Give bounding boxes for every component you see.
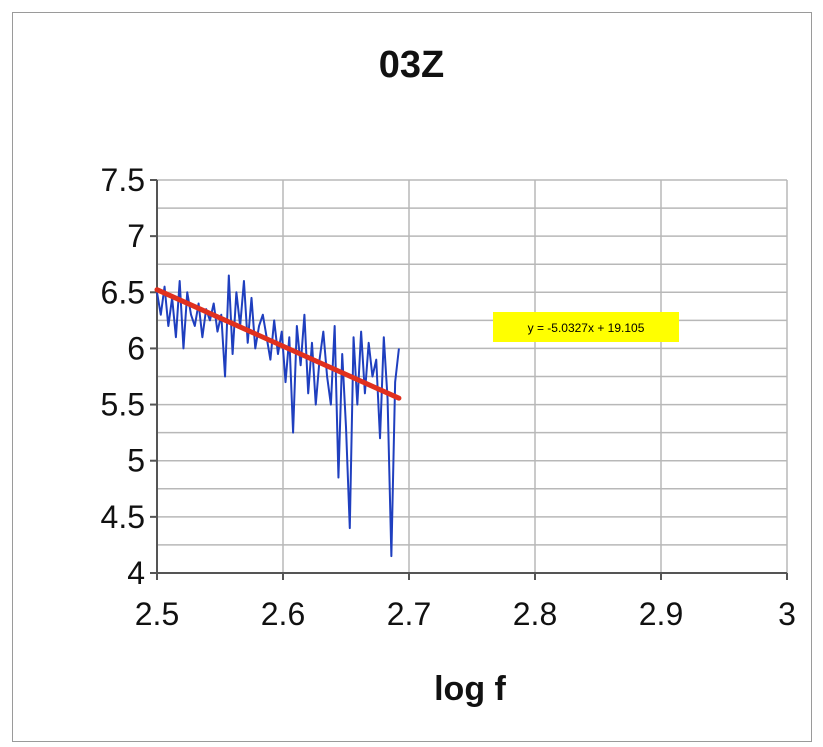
chart-title: 03Z	[378, 44, 445, 86]
data-series-line	[156, 274, 400, 558]
trendline	[154, 287, 402, 401]
y-tick-label: 6.5	[101, 274, 145, 310]
y-tick-label: 7.5	[101, 162, 145, 198]
y-tick-label: 4.5	[101, 499, 145, 535]
x-axis-label: log f	[434, 670, 506, 708]
x-tick-label: 2.8	[513, 596, 557, 632]
x-tick-label: 2.6	[261, 596, 305, 632]
trendline-equation: y = -5.0327x + 19.105	[528, 321, 645, 335]
trendline-equation-box	[493, 312, 679, 342]
x-tick-label: 3	[778, 596, 796, 632]
y-tick-label: 4	[127, 555, 145, 591]
y-tick-label: 7	[127, 218, 145, 254]
y-tick-label: 6	[127, 330, 145, 366]
x-tick-label: 2.7	[387, 596, 431, 632]
y-tick-label: 5	[127, 443, 145, 479]
x-tick-label: 2.5	[135, 596, 179, 632]
y-tick-label: 5.5	[101, 387, 145, 423]
x-tick-label: 2.9	[639, 596, 683, 632]
